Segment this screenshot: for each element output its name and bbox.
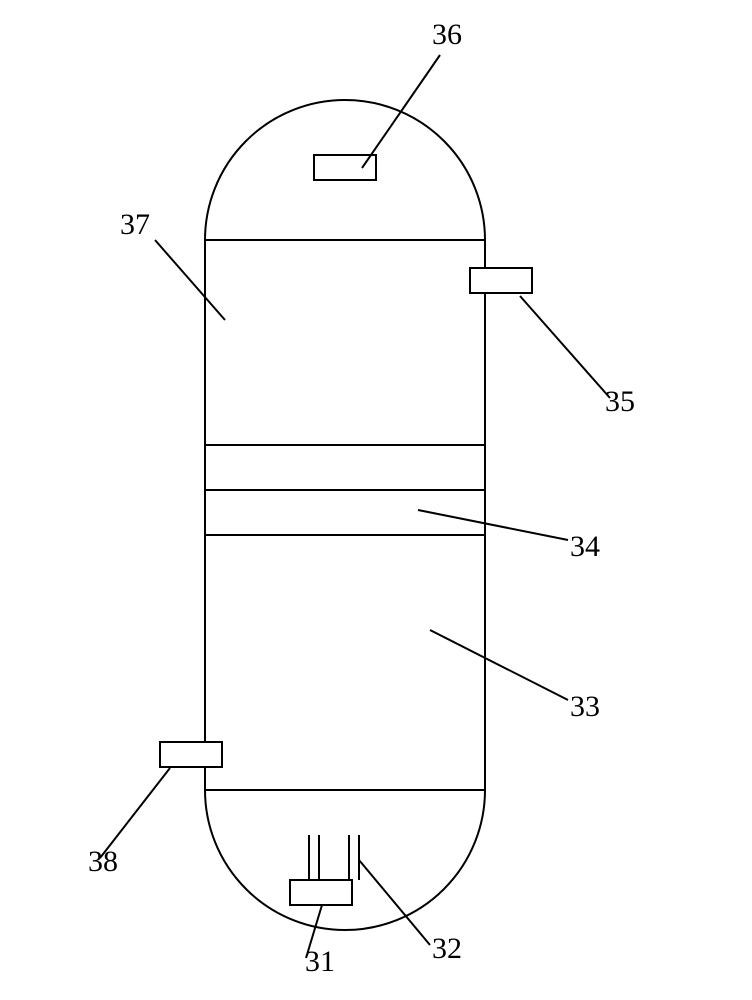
- label-35: 35: [605, 385, 635, 419]
- label-31: 31: [305, 945, 335, 979]
- port-35: [470, 268, 532, 293]
- port-31: [290, 880, 352, 905]
- label-32: 32: [432, 932, 462, 966]
- label-36: 36: [432, 18, 462, 52]
- label-33: 33: [570, 690, 600, 724]
- label-38: 38: [88, 845, 118, 879]
- port-36: [314, 155, 376, 180]
- label-37: 37: [120, 208, 150, 242]
- port-38: [160, 742, 222, 767]
- label-34: 34: [570, 530, 600, 564]
